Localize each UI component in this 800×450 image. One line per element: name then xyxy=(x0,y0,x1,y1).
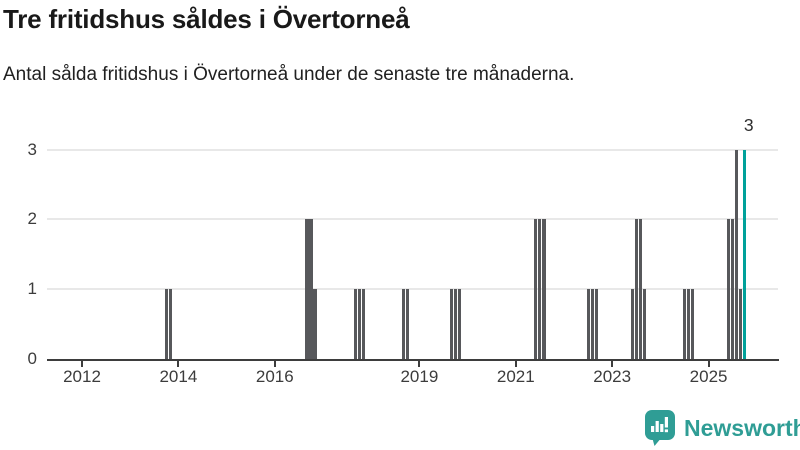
x-axis-tick-2019 xyxy=(418,361,421,367)
bar-2023-07 xyxy=(634,219,638,360)
x-axis-tick-2025 xyxy=(707,361,710,367)
x-axis-label-2019: 2019 xyxy=(400,367,439,386)
newsworthy-logo[interactable]: Newsworthy xyxy=(644,409,800,447)
bar-2017-10 xyxy=(357,289,361,360)
x-axis-tick-2012 xyxy=(81,361,83,367)
bar-2022-08 xyxy=(590,289,594,360)
bar-2013-11 xyxy=(168,289,172,360)
bar-2018-09 xyxy=(401,289,405,360)
y-axis-label-1: 1 xyxy=(27,279,37,299)
bar-2023-09 xyxy=(642,289,646,360)
newsworthy-wordmark: Newsworthy xyxy=(684,414,800,441)
bar-2025-10 xyxy=(743,149,747,360)
bar-2025-08 xyxy=(735,149,739,360)
x-axis-label-2014: 2014 xyxy=(159,367,198,386)
x-axis-tick-2021 xyxy=(514,361,517,367)
highlight-value-label: 3 xyxy=(743,115,754,135)
bar-2016-09 xyxy=(305,219,309,360)
bar-2021-06 xyxy=(534,219,538,360)
bar-2016-11 xyxy=(313,289,317,360)
bar-2017-11 xyxy=(361,289,365,360)
bar-2019-11 xyxy=(457,289,462,360)
x-axis-tick-2023 xyxy=(611,361,614,367)
bar-2016-10 xyxy=(309,219,313,360)
bar-2024-08 xyxy=(686,289,691,360)
bar-2019-09 xyxy=(449,289,454,360)
x-axis-label-2021: 2021 xyxy=(496,367,535,386)
x-axis-label-2012: 2012 xyxy=(63,367,101,386)
bar-2025-07 xyxy=(731,219,735,360)
x-axis-tick-2016 xyxy=(273,361,276,367)
bar-2021-07 xyxy=(538,219,542,360)
bar-2018-10 xyxy=(405,289,409,360)
chart-subtitle: Antal sålda fritidshus i Övertorneå unde… xyxy=(3,64,575,85)
bar-2024-09 xyxy=(690,289,695,360)
gridline-y3 xyxy=(47,148,778,151)
bar-2025-06 xyxy=(727,219,731,360)
bar-2025-09 xyxy=(739,289,743,360)
bar-2021-08 xyxy=(542,219,546,360)
y-axis-label-0: 0 xyxy=(27,349,37,368)
y-axis-label-2: 2 xyxy=(27,209,37,229)
bar-2024-07 xyxy=(682,289,687,360)
chart-title: Tre fritidshus såldes i Övertorneå xyxy=(3,4,410,34)
x-axis-label-2025: 2025 xyxy=(689,367,728,386)
bar-2019-10 xyxy=(453,289,458,360)
x-axis-label-2016: 2016 xyxy=(255,367,294,386)
x-axis-label-2023: 2023 xyxy=(593,367,632,386)
bar-2013-10 xyxy=(164,289,168,360)
x-axis-line xyxy=(47,358,779,361)
bar-2022-09 xyxy=(594,289,598,360)
newsworthy-icon xyxy=(645,410,675,446)
bar-2023-08 xyxy=(638,219,642,360)
gridline-y1 xyxy=(47,288,778,291)
bar-2017-09 xyxy=(353,289,357,360)
y-axis-label-3: 3 xyxy=(27,139,37,159)
bar-2023-06 xyxy=(630,289,634,360)
bar-2022-07 xyxy=(586,289,590,360)
x-axis-tick-2014 xyxy=(177,361,180,367)
gridline-y2 xyxy=(47,218,778,221)
